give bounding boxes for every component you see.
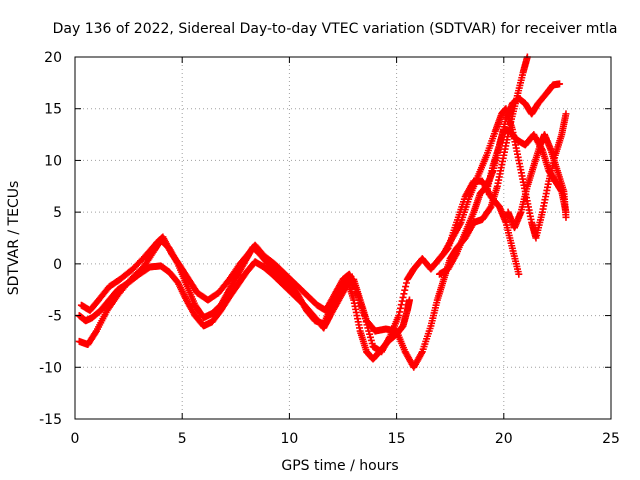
data-point xyxy=(402,279,410,287)
data-point xyxy=(486,204,494,212)
y-tick-label: -5 xyxy=(48,309,62,325)
data-point xyxy=(396,304,404,312)
data-point xyxy=(515,270,523,278)
data-point xyxy=(401,286,409,294)
y-tick-label: -10 xyxy=(39,360,62,376)
y-axis-label: SDTVAR / TECUs xyxy=(6,181,22,296)
data-point xyxy=(398,297,406,305)
y-tick-label: -15 xyxy=(39,412,62,428)
y-tick-label: 15 xyxy=(44,102,62,118)
y-tick-label: 0 xyxy=(53,257,62,273)
x-axis-ticks: 0 5 10 15 20 25 xyxy=(71,57,620,447)
x-axis-label: GPS time / hours xyxy=(281,458,398,474)
data-point xyxy=(405,296,413,304)
data-point xyxy=(562,213,570,221)
x-tick-label: 0 xyxy=(71,431,80,447)
plot-frame xyxy=(74,56,612,420)
x-tick-label: 5 xyxy=(178,431,187,447)
y-axis-ticks: -15 -10 -5 0 5 10 15 20 xyxy=(39,50,611,428)
series-track-g xyxy=(504,131,570,232)
x-tick-label: 20 xyxy=(495,431,513,447)
y-tick-label: 10 xyxy=(44,153,62,169)
data-point xyxy=(396,308,404,316)
data-point xyxy=(400,290,408,298)
series-track-c xyxy=(77,177,523,356)
y-tick-label: 5 xyxy=(53,205,62,221)
data-point xyxy=(395,312,403,320)
data-point xyxy=(399,293,407,301)
plot-data xyxy=(75,53,570,371)
data-point xyxy=(556,80,564,88)
chart-title: Day 136 of 2022, Sidereal Day-to-day VTE… xyxy=(53,21,618,37)
x-tick-label: 25 xyxy=(602,431,620,447)
data-point xyxy=(397,301,405,309)
x-tick-label: 10 xyxy=(280,431,298,447)
y-tick-label: 20 xyxy=(44,50,62,66)
data-point xyxy=(562,110,570,118)
data-point xyxy=(402,283,410,291)
x-tick-label: 15 xyxy=(388,431,406,447)
